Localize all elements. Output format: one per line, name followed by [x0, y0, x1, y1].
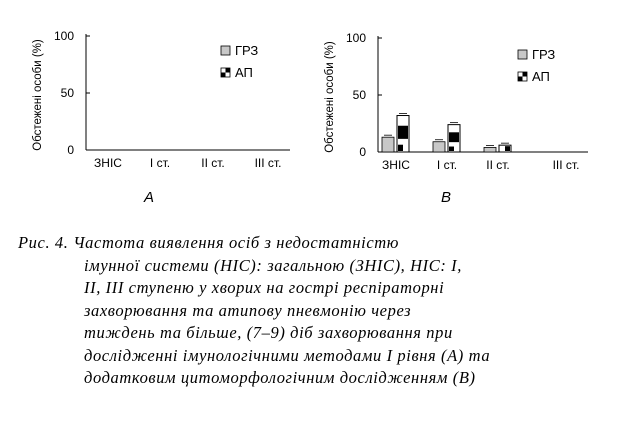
legend-swatch-grz: [220, 45, 231, 56]
bar-ap-fill: [398, 144, 403, 151]
figure-caption: Рис. 4. Частота виявлення осіб з недоста…: [18, 232, 608, 390]
caption-line: Рис. 4. Частота виявлення осіб з недоста…: [18, 233, 400, 252]
caption-line: додатковим цитоморфологічним дослідження…: [84, 368, 476, 387]
y-tick-label: 0: [359, 145, 366, 159]
x-tick-label: І ст.: [437, 158, 457, 172]
x-tick-label: ІІІ ст.: [255, 156, 282, 170]
legend-label-ap: АП: [235, 65, 253, 80]
bar-ap-fill: [505, 146, 510, 151]
y-tick-label: 50: [61, 86, 75, 100]
bar-ap-fill: [398, 125, 408, 139]
bar-ap-fill: [449, 146, 454, 151]
y-axis-label: Обстежені особи (%): [324, 41, 336, 153]
y-axis-label: Обстежені особи (%): [32, 39, 44, 151]
caption-line: дослідженні імунологічними методами І рі…: [84, 345, 491, 365]
bar-grz: [381, 136, 395, 153]
y-tick-label: 100: [346, 31, 366, 45]
legend-swatch-ap-fill: [221, 72, 226, 77]
x-tick-label: ЗНІС: [382, 158, 410, 172]
legend-swatch-ap-fill: [522, 72, 527, 77]
panel-label: B: [441, 189, 451, 206]
legend-swatch-ap-fill: [518, 76, 523, 81]
legend-swatch-ap-fill: [225, 68, 230, 73]
x-tick-label: ІІІ ст.: [553, 158, 580, 172]
x-tick-label: І ст.: [150, 156, 170, 170]
panel-label: A: [143, 189, 154, 206]
legend-label-ap: АП: [532, 69, 550, 84]
bar-grz: [483, 147, 497, 153]
legend-swatch-grz: [517, 49, 528, 60]
caption-line: тиждень та більше, (7–9) діб захворюванн…: [84, 323, 453, 342]
caption-line: захворювання та атипову пневмонію через: [84, 300, 412, 320]
x-tick-label: ІІ ст.: [486, 158, 510, 172]
y-tick-label: 50: [353, 88, 367, 102]
caption-line: імунної системи (НІС): загальною (ЗНІС),…: [84, 255, 462, 275]
caption-line: ІІ, ІІІ ступеню у хворих на гострі респі…: [84, 278, 445, 297]
legend-label-grz: ГРЗ: [532, 47, 555, 62]
figure-charts: 0 50 100 Обстежені особи (%) ЗНІС І ст. ІІ ст.…: [32, 29, 588, 206]
x-tick-label: ЗНІС: [94, 156, 122, 170]
legend-label-grz: ГРЗ: [235, 43, 258, 58]
bar-ap-fill: [449, 132, 459, 143]
y-tick-label: 0: [67, 143, 74, 157]
y-tick-label: 100: [54, 29, 74, 43]
x-tick-label: ІІ ст.: [201, 156, 225, 170]
bar-grz: [432, 141, 446, 153]
